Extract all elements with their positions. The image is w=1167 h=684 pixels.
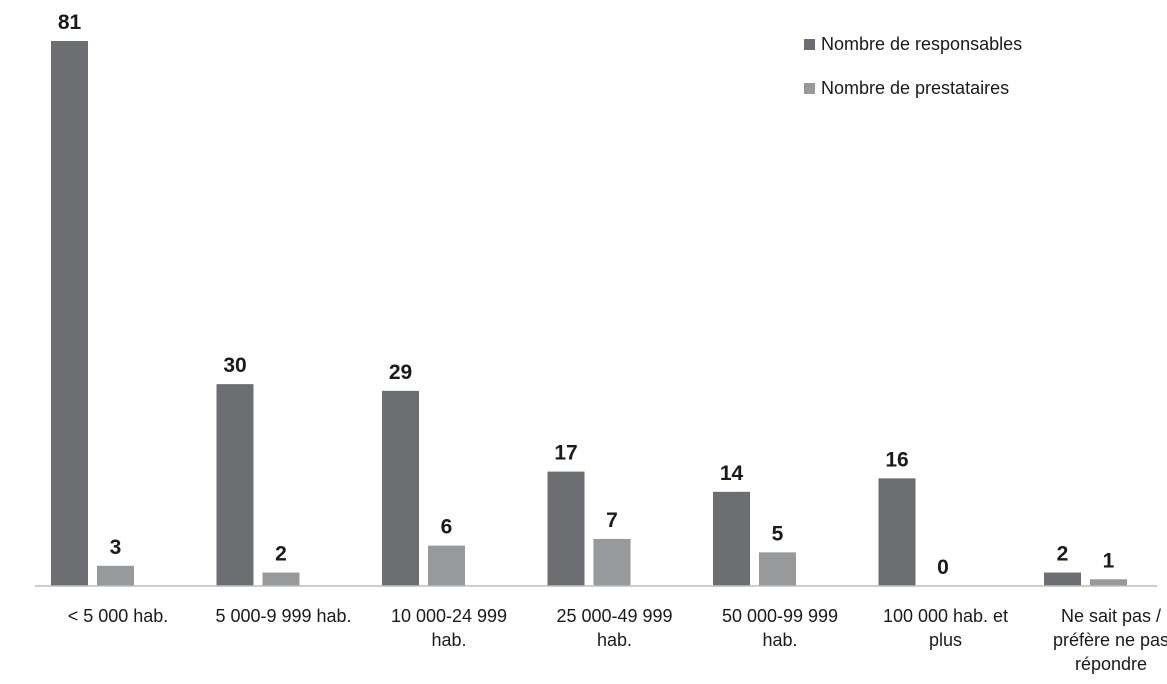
value-label-responsables-2: 29 bbox=[389, 361, 412, 384]
bar-prestataires-0 bbox=[97, 565, 134, 586]
value-label-responsables-4: 14 bbox=[720, 462, 744, 485]
bars-group bbox=[51, 41, 1127, 586]
bar-responsables-0 bbox=[51, 41, 88, 586]
bar-prestataires-4 bbox=[759, 552, 796, 586]
value-label-prestataires-3: 7 bbox=[606, 509, 618, 532]
legend-label-prestataires: Nombre de prestataires bbox=[821, 78, 1009, 98]
bar-responsables-6 bbox=[1044, 572, 1081, 586]
value-labels-group: 81 3 30 2 29 6 17 7 14 5 16 0 2 1 bbox=[58, 11, 1115, 579]
bar-responsables-2 bbox=[382, 390, 419, 586]
bar-prestataires-1 bbox=[262, 572, 300, 586]
category-labels-group: < 5 000 hab. 5 000-9 999 hab. 10 000-24 99… bbox=[68, 606, 1167, 674]
category-label-1: 5 000-9 999 hab. bbox=[215, 606, 351, 626]
value-label-responsables-0: 81 bbox=[58, 11, 82, 34]
category-label-4: 50 000-99 999 hab. bbox=[722, 606, 838, 650]
value-label-prestataires-2: 6 bbox=[441, 516, 453, 539]
category-label-2: 10 000-24 999 hab. bbox=[391, 606, 507, 650]
category-label-0: < 5 000 hab. bbox=[68, 606, 169, 626]
legend-label-responsables: Nombre de responsables bbox=[821, 34, 1022, 54]
bar-prestataires-2 bbox=[428, 545, 465, 586]
legend: Nombre de responsables Nombre de prestata… bbox=[804, 34, 1022, 98]
value-label-prestataires-1: 2 bbox=[275, 543, 287, 566]
legend-swatch-prestataires bbox=[804, 83, 815, 94]
value-label-prestataires-4: 5 bbox=[772, 522, 784, 545]
value-label-prestataires-5: 0 bbox=[937, 556, 949, 579]
bar-prestataires-6 bbox=[1090, 579, 1127, 586]
value-label-responsables-3: 17 bbox=[554, 442, 577, 465]
value-label-responsables-6: 2 bbox=[1057, 543, 1069, 566]
category-label-3: 25 000-49 999 hab. bbox=[556, 606, 672, 650]
value-label-responsables-1: 30 bbox=[223, 354, 246, 377]
value-label-prestataires-0: 3 bbox=[110, 536, 122, 559]
category-label-6: Ne sait pas / préfère ne pas répondre bbox=[1053, 606, 1167, 674]
bar-responsables-1 bbox=[216, 384, 254, 586]
bar-responsables-4 bbox=[713, 491, 750, 586]
bar-responsables-5 bbox=[878, 478, 916, 586]
bar-prestataires-3 bbox=[593, 538, 631, 586]
value-label-prestataires-6: 1 bbox=[1103, 549, 1115, 572]
legend-swatch-responsables bbox=[804, 39, 815, 50]
bar-responsables-3 bbox=[547, 471, 585, 586]
category-label-5: 100 000 hab. et plus bbox=[883, 606, 1008, 650]
value-label-responsables-5: 16 bbox=[885, 448, 908, 471]
